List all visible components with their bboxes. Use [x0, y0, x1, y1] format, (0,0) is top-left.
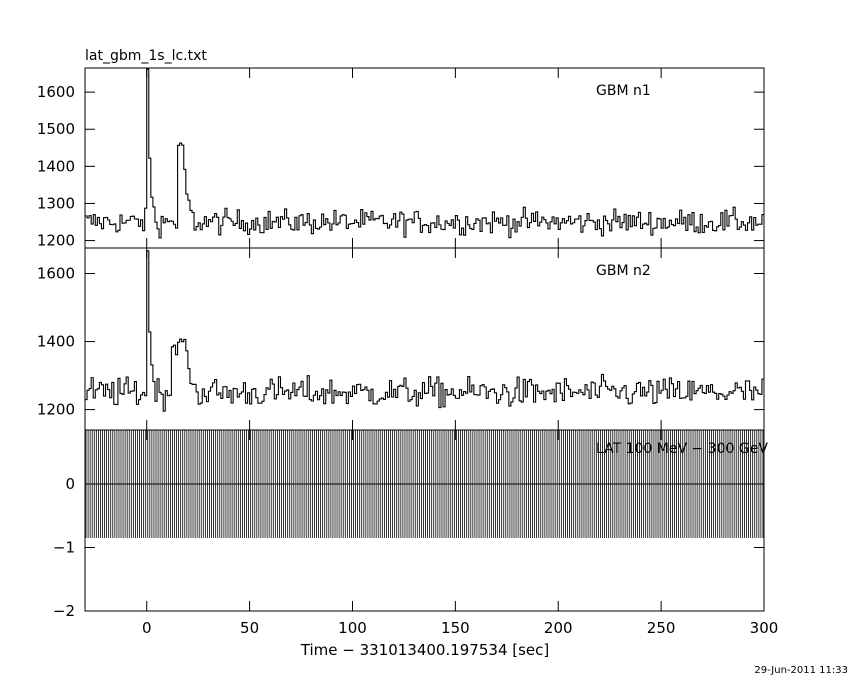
series-line — [85, 68, 764, 239]
y-tick-label: 1400 — [37, 333, 75, 351]
panel-frame — [84, 247, 765, 431]
series-line — [85, 250, 764, 412]
y-tick-label: 1400 — [37, 157, 75, 175]
y-tick-label: −2 — [53, 602, 75, 620]
x-tick-label: 50 — [240, 619, 259, 637]
x-axis-label: Time − 331013400.197534 [sec] — [300, 641, 550, 659]
x-tick-label: 200 — [544, 619, 573, 637]
y-tick-label: 1200 — [37, 232, 75, 250]
x-tick-label: 250 — [647, 619, 676, 637]
y-tick-label: −1 — [53, 538, 75, 556]
y-tick-label: 1200 — [37, 401, 75, 419]
panel-gbm-n1: 1200 1300 1400 1500 1600 GBM n1 — [37, 67, 765, 250]
y-tick-label: 1600 — [37, 265, 75, 283]
panel-lat: −2 −1 0 LAT 100 MeV − 300 GeV — [53, 429, 768, 620]
panel-frame — [84, 429, 765, 612]
y-tick-label: 0 — [65, 475, 75, 493]
panel-label: GBM n2 — [596, 263, 651, 279]
x-axis-tick-labels: 0 50 100 150 200 250 300 — [142, 619, 778, 637]
panel-frame — [84, 67, 765, 249]
x-tick-label: 150 — [441, 619, 470, 637]
timestamp: 29-Jun-2011 11:33 — [754, 665, 848, 676]
panel-label: GBM n1 — [596, 83, 651, 99]
y-tick-label: 1600 — [37, 83, 75, 101]
file-title: lat_gbm_1s_lc.txt — [85, 48, 207, 64]
panel-gbm-n2: 1200 1400 1600 GBM n2 — [37, 247, 765, 431]
x-tick-label: 0 — [142, 619, 152, 637]
x-tick-label: 300 — [750, 619, 779, 637]
panel-label: LAT 100 MeV − 300 GeV — [596, 441, 768, 457]
y-tick-label: 1500 — [37, 120, 75, 138]
y-tick-label: 1300 — [37, 194, 75, 212]
x-tick-label: 100 — [338, 619, 367, 637]
